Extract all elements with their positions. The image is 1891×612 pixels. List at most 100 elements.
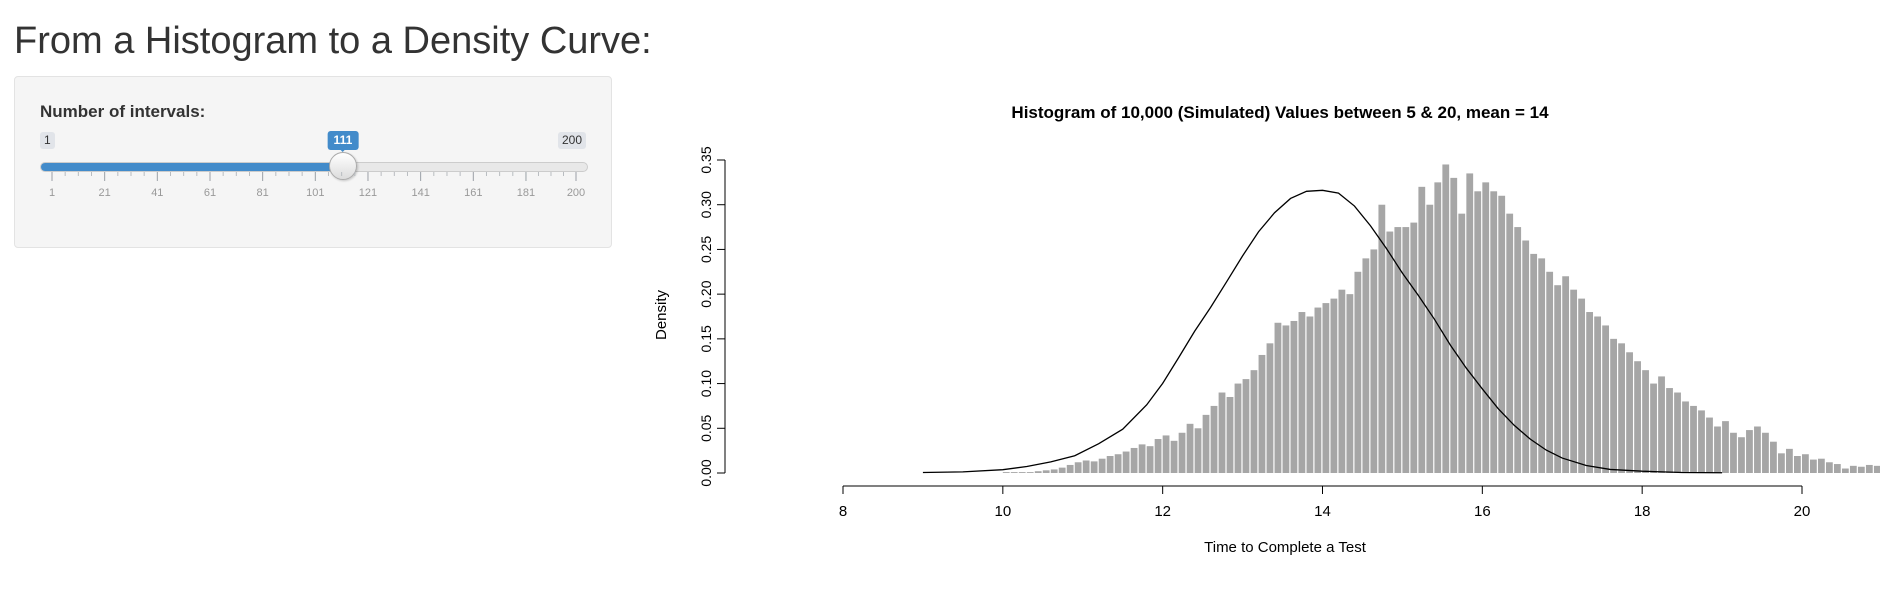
histogram-bar: [1290, 320, 1298, 473]
histogram-bar: [1786, 448, 1793, 473]
histogram-bar: [1034, 471, 1042, 473]
histogram-bar: [1610, 338, 1617, 473]
slider-grid-label: 81: [257, 187, 269, 199]
slider-grid-label: 1: [49, 187, 55, 199]
histogram-bar: [1050, 469, 1058, 473]
histogram-bar: [1682, 401, 1689, 473]
histogram-bar: [1402, 227, 1410, 473]
histogram-bar: [1314, 307, 1322, 473]
histogram-bar: [1602, 325, 1609, 473]
density-curve: [922, 189, 1723, 474]
histogram-bar: [1618, 343, 1625, 473]
histogram-bar: [1809, 459, 1817, 473]
chart-title: Histogram of 10,000 (Simulated) Values b…: [1011, 103, 1549, 122]
histogram-bar: [1250, 370, 1258, 473]
histogram-bar: [1546, 271, 1554, 473]
histogram-bar: [1106, 456, 1114, 473]
histogram-bar: [1833, 464, 1841, 473]
histogram-bar: [1202, 414, 1210, 473]
histogram-bar: [1762, 432, 1769, 473]
x-tick-label: 20: [1794, 503, 1811, 520]
slider-grid-label: 200: [567, 187, 585, 199]
histogram-bar: [1026, 472, 1034, 473]
histogram-bar: [1426, 204, 1434, 473]
histogram-bar: [1746, 430, 1753, 473]
histogram-bar: [1578, 298, 1586, 473]
histogram-bar: [1378, 204, 1386, 473]
y-tick-label: 0.00: [698, 459, 714, 486]
histogram-bar: [1825, 462, 1833, 473]
histogram-bar: [1058, 467, 1066, 473]
histogram-bar: [1394, 227, 1402, 473]
x-tick-label: 18: [1634, 503, 1651, 520]
histogram-bar: [1370, 249, 1378, 473]
histogram-bar: [1194, 428, 1202, 473]
histogram-bar: [1690, 405, 1697, 473]
histogram-bar: [1650, 383, 1657, 473]
slider-handle[interactable]: [328, 152, 357, 180]
histogram-bar: [1466, 173, 1474, 473]
histogram-bar: [1298, 312, 1306, 473]
histogram-bar: [1538, 258, 1546, 473]
histogram-bar: [1226, 396, 1234, 473]
histogram-bar: [1841, 468, 1849, 473]
histogram-bar: [1338, 289, 1346, 473]
y-tick-label: 0.30: [698, 191, 714, 218]
histogram-bar: [1186, 423, 1194, 473]
histogram-bar: [1498, 195, 1506, 473]
histogram-bar: [1258, 354, 1266, 473]
histogram-bar: [1330, 298, 1338, 473]
sidebar-panel: Number of intervals: 1 200 111 1 21 41 61 81…: [14, 76, 612, 248]
slider-track[interactable]: [40, 162, 588, 172]
y-tick-label: 0.20: [698, 280, 714, 307]
histogram-bar: [1458, 213, 1466, 473]
histogram-bar: [1154, 439, 1162, 473]
x-tick-label: 10: [994, 503, 1011, 520]
histogram-bar: [1234, 383, 1242, 473]
histogram-bar: [1306, 316, 1314, 473]
histogram-bar: [1562, 276, 1570, 473]
histogram-bar: [1714, 426, 1721, 473]
y-tick-label: 0.35: [698, 146, 714, 173]
histogram-bar: [1042, 470, 1050, 473]
y-axis-label: Density: [653, 289, 670, 340]
histogram-bar: [1634, 361, 1641, 473]
histogram-bar: [1666, 388, 1673, 473]
histogram-bar: [1817, 458, 1825, 473]
slider-grid: 1 21 41 61 81 101 121 141 161 181 200: [49, 172, 585, 199]
slider-label: Number of intervals:: [40, 102, 206, 121]
slider-grid-label: 181: [517, 187, 535, 199]
slider-value-label: 111: [327, 131, 359, 152]
histogram-bar: [1170, 440, 1178, 473]
histogram-bar: [1178, 432, 1186, 473]
histogram-bar: [1738, 437, 1745, 473]
slider-grid-label: 61: [204, 187, 216, 199]
histogram-bar: [1266, 343, 1274, 473]
x-tick-label: 14: [1314, 503, 1331, 520]
histogram-bar: [1554, 285, 1562, 473]
histogram-bar: [1754, 426, 1761, 473]
histogram-bar: [1010, 472, 1018, 473]
x-axis-label: Time to Complete a Test: [1204, 539, 1367, 556]
slider-min-label: 1: [40, 132, 55, 149]
histogram-bar: [1865, 464, 1873, 473]
histogram-bar: [1130, 447, 1138, 473]
histogram-bar: [1857, 466, 1865, 473]
histogram-bar: [1002, 472, 1010, 473]
histogram-bar: [1274, 322, 1282, 473]
y-tick-label: 0.25: [698, 236, 714, 263]
histogram-bar: [1450, 177, 1458, 473]
slider-grid-label: 161: [464, 187, 482, 199]
histogram-bar: [1658, 376, 1665, 473]
histogram-bar: [1322, 303, 1330, 473]
histogram-bar: [1794, 456, 1801, 473]
histogram-bar: [1674, 392, 1681, 473]
histogram-bar: [1138, 444, 1146, 473]
x-tick-label: 8: [839, 503, 847, 520]
histogram-bar: [1074, 462, 1082, 473]
histogram-bar: [1594, 316, 1602, 473]
histogram-bar: [1442, 164, 1450, 473]
histogram-bar: [1082, 460, 1090, 473]
histogram-bar: [1362, 258, 1370, 473]
histogram-bar: [1090, 461, 1098, 473]
